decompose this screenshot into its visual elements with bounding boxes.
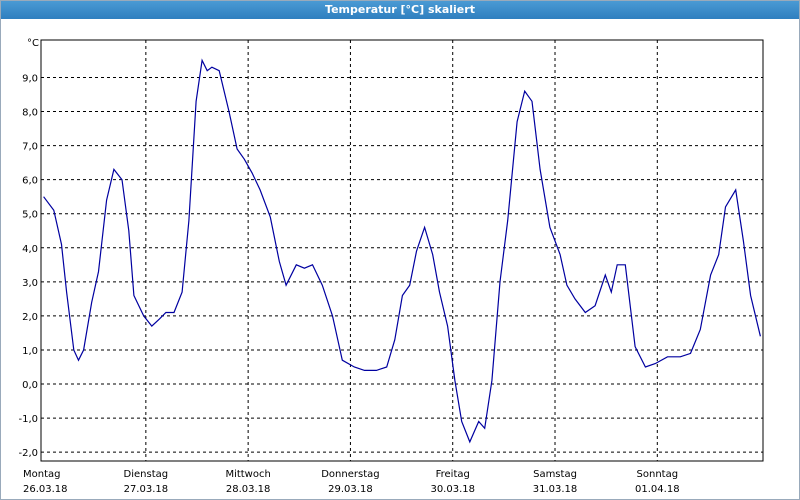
title-bar: Temperatur [°C] skaliert <box>1 1 799 19</box>
x-tick-label: Sonntag <box>637 469 679 480</box>
y-tick-label: 9,0 <box>22 73 38 84</box>
x-tick-date: 29.03.18 <box>328 484 373 495</box>
x-tick-date: 30.03.18 <box>430 484 475 495</box>
x-tick-label: Dienstag <box>124 469 169 480</box>
y-tick-label: 3,0 <box>22 278 38 289</box>
x-tick-date: 31.03.18 <box>533 484 578 495</box>
x-tick-label: Freitag <box>436 469 470 480</box>
y-tick-label: 4,0 <box>22 244 38 255</box>
x-tick-label: Montag <box>23 469 60 480</box>
x-tick-date: 27.03.18 <box>124 484 169 495</box>
y-tick-label: -2,0 <box>18 448 38 459</box>
y-tick-label: 5,0 <box>22 210 38 221</box>
y-tick-label: 1,0 <box>22 346 38 357</box>
x-tick-date: 26.03.18 <box>23 484 68 495</box>
y-unit: °C <box>27 38 39 49</box>
y-tick-label: 8,0 <box>22 108 38 119</box>
x-tick-label: Donnerstag <box>321 469 379 480</box>
plot-frame <box>40 39 764 462</box>
y-tick-label: 2,0 <box>22 312 38 323</box>
x-tick-date: 28.03.18 <box>226 484 271 495</box>
y-tick-label: 7,0 <box>22 142 38 153</box>
x-tick-label: Samstag <box>533 469 577 480</box>
y-tick-label: -1,0 <box>18 414 38 425</box>
y-tick-label: 6,0 <box>22 176 38 187</box>
temperature-line <box>43 58 761 444</box>
x-tick-date: 01.04.18 <box>635 484 680 495</box>
y-tick-label: 0,0 <box>22 380 38 391</box>
x-tick-label: Mittwoch <box>225 469 270 480</box>
